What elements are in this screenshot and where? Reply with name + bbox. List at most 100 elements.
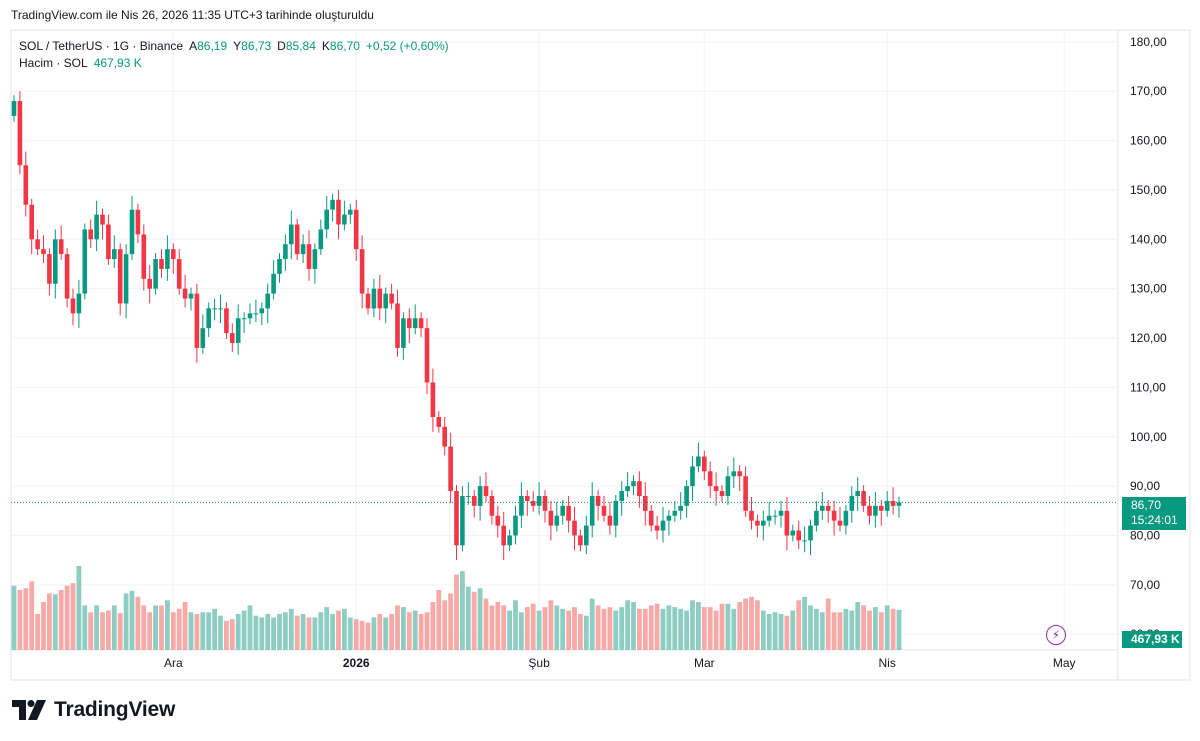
volume-bar (176, 608, 182, 650)
y-tick-label: 130,00 (1130, 282, 1167, 296)
high-label: Y (233, 39, 242, 53)
volume-bar (701, 607, 707, 650)
volume-bar (29, 581, 35, 650)
candle-body (224, 308, 229, 334)
candle-body (507, 535, 512, 546)
flash-icon[interactable]: ⚡ (1046, 625, 1066, 645)
candle-body (631, 481, 636, 487)
symbol-label[interactable]: SOL / TetherUS · 1G · Binance (19, 39, 184, 53)
low-label: D (277, 39, 286, 53)
volume-bar (802, 596, 807, 650)
volume-bar (536, 610, 542, 650)
candle-body (672, 510, 678, 516)
candle-body (200, 328, 206, 348)
candle-body (501, 525, 506, 546)
candle-body (495, 515, 501, 526)
candle-body (383, 293, 388, 309)
x-tick-label: Mar (694, 656, 715, 670)
volume-bar (743, 598, 748, 650)
candle-body (660, 520, 666, 531)
volume-bar (100, 612, 105, 650)
volume-bar (377, 614, 383, 650)
candle-body (466, 495, 471, 497)
volume-bar (395, 605, 400, 650)
candle-body (283, 244, 288, 260)
volume-bar (755, 600, 760, 650)
volume-bar (513, 600, 518, 650)
candle-body (572, 520, 577, 536)
candle-body (825, 505, 831, 511)
volume-bar (719, 603, 725, 650)
volume-bar (383, 617, 389, 650)
candle-body (318, 229, 324, 250)
candle-body (790, 530, 796, 536)
volume-bar (749, 596, 754, 650)
tradingview-logo[interactable]: TradingView (12, 698, 175, 722)
volume-bar (23, 588, 29, 650)
volume-bar (129, 590, 135, 650)
volume-bar (135, 596, 141, 650)
candle-body (666, 515, 672, 521)
y-tick-label: 110,00 (1130, 380, 1166, 394)
candle-body (820, 505, 825, 511)
volume-bar (796, 600, 802, 650)
candle-body (430, 382, 436, 418)
volume-bar (182, 602, 188, 650)
volume-bar (678, 608, 684, 650)
volume-bar (772, 612, 778, 650)
volume-bar (106, 610, 111, 650)
volume-bar (684, 610, 689, 650)
candle-body (843, 510, 849, 526)
volume-bar (607, 607, 613, 650)
volume-bar (737, 602, 743, 650)
candle-body (64, 254, 70, 299)
volume-bar (825, 598, 831, 650)
volume-bar (873, 607, 878, 650)
candle-body (241, 318, 247, 320)
candle-body (849, 495, 855, 511)
candle-body (483, 486, 489, 496)
volume-bar (837, 612, 843, 650)
volume-bar (259, 617, 265, 650)
last-price-value: 86,70 (1131, 498, 1162, 512)
candle-body (206, 308, 211, 329)
volume-bar (271, 617, 276, 650)
candle-body (530, 500, 536, 506)
volume-bar (412, 610, 418, 650)
volume-bar (814, 608, 819, 650)
volume-bar (619, 607, 625, 650)
candle-body (11, 101, 17, 116)
candle-body (525, 495, 530, 501)
candle-body (713, 486, 719, 492)
volume-bar (560, 608, 566, 650)
volume-bar (465, 586, 471, 650)
candle-body (294, 224, 300, 255)
candle-body (300, 244, 306, 255)
volume-bar (235, 614, 241, 650)
volume-label[interactable]: Hacim · SOL (19, 56, 88, 70)
volume-bar (288, 608, 294, 650)
volume-bar (648, 605, 654, 650)
y-tick-label: 150,00 (1130, 183, 1167, 197)
candle-body (837, 520, 843, 526)
candle-body (176, 259, 182, 289)
y-tick-label: 120,00 (1130, 331, 1167, 345)
candle-body (719, 491, 725, 496)
candle-body (879, 505, 884, 511)
candle-body (867, 505, 872, 516)
candle-body (106, 224, 111, 260)
candle-body (477, 486, 483, 506)
candle-body (702, 456, 707, 472)
candle-body (454, 491, 459, 546)
volume-bar (589, 598, 595, 650)
volume-bar (200, 612, 206, 650)
candle-body (359, 249, 365, 294)
candle-body (873, 505, 878, 516)
volume-bar (713, 610, 719, 650)
candle-body (766, 515, 772, 521)
x-tick-label: Ara (164, 656, 183, 670)
volume-bar (583, 615, 589, 650)
candle-body (129, 209, 135, 255)
candle-body (554, 515, 560, 526)
